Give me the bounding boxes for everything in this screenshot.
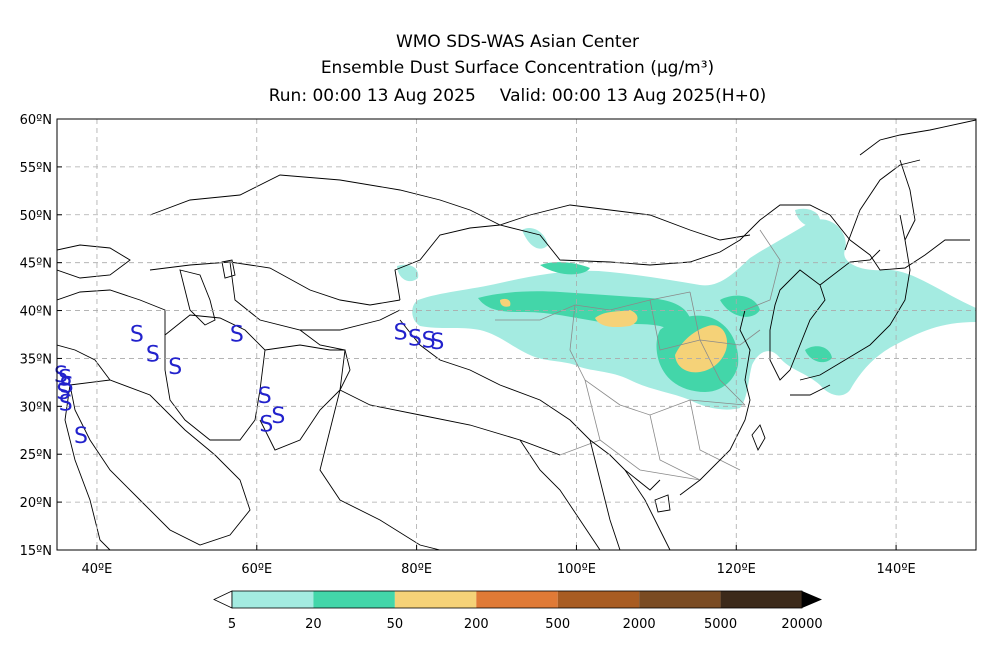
valid-time: Valid: 00:00 13 Aug 2025(H+0) (499, 86, 767, 106)
lon-tick-label: 40ºE (82, 562, 113, 577)
legend-swatch (639, 591, 721, 608)
map-subtitle: Ensemble Dust Surface Concentration (μg/… (320, 58, 715, 78)
lat-tick-label: 55ºN (20, 161, 52, 176)
lat-tick-label: 35ºN (20, 352, 52, 367)
dust-level-5-20 (397, 208, 976, 410)
lon-tick-label: 120ºE (717, 562, 756, 577)
dust-storm-symbol: S (394, 321, 408, 346)
legend-level-label: 5000 (704, 617, 737, 632)
dust-storm-symbol: S (54, 363, 68, 388)
legend-swatch (394, 591, 477, 608)
lat-tick-label: 15ºN (20, 544, 52, 559)
lat-tick-label: 40ºN (20, 305, 52, 320)
legend-swatch (313, 591, 395, 608)
lon-tick-label: 60ºE (241, 562, 272, 577)
dust-storm-symbol: S (60, 373, 74, 398)
dust-storm-symbol: S (430, 330, 444, 355)
dust-storm-symbol: S (259, 413, 273, 438)
lat-tick-label: 50ºN (20, 209, 52, 224)
lat-tick-label: 25ºN (20, 448, 52, 463)
dust-storm-symbol: S (74, 424, 88, 449)
lon-tick-label: 140ºE (877, 562, 916, 577)
legend-level-label: 500 (545, 617, 570, 632)
legend-low-arrow (213, 590, 233, 609)
lat-tick-label: 30ºN (20, 400, 52, 415)
legend-high-arrow (802, 591, 822, 608)
run-time: Run: 00:00 13 Aug 2025 (268, 86, 476, 106)
dust-storm-symbol: S (56, 380, 70, 405)
legend-level-label: 2000 (623, 617, 656, 632)
legend-swatch (476, 591, 558, 608)
dust-storm-symbol: S (59, 392, 73, 417)
dust-storm-symbol: S (146, 343, 160, 368)
dust-storm-symbol: S (58, 367, 72, 392)
legend-swatch (557, 591, 640, 608)
province-boundaries (495, 229, 781, 481)
dust-storm-symbol: S (130, 323, 144, 348)
lat-tick-label: 45ºN (20, 257, 52, 272)
legend-frame (231, 590, 803, 609)
dust-level-50-200 (500, 298, 728, 373)
legend-swatch (232, 591, 314, 608)
legend-level-label: 5 (228, 617, 236, 632)
legend-level-label: 200 (464, 617, 489, 632)
dust-storm-symbol: S (258, 384, 272, 409)
axis-labels: 15ºN 20ºN 25ºN 30ºN 35ºN 40ºN 45ºN 50ºN 55ºN 60ºN… (20, 113, 916, 577)
lat-tick-label: 20ºN (20, 496, 52, 511)
graticule (57, 119, 976, 550)
legend-swatch (720, 591, 802, 608)
lon-tick-label: 80ºE (401, 562, 432, 577)
legend-level-label: 20000 (781, 617, 822, 632)
color-legend: 5 20 50 200 500 2000 5000 20000 (213, 590, 823, 632)
lat-tick-label: 60ºN (20, 113, 52, 128)
country-boundaries (57, 119, 976, 550)
map-frame (56, 118, 977, 551)
legend-level-label: 20 (305, 617, 322, 632)
dust-storm-symbol: S (230, 323, 244, 348)
dust-storm-symbol: S (422, 328, 436, 353)
map-time-info: Run: 00:00 13 Aug 2025 Valid: 00:00 13 Au… (0, 86, 1000, 106)
lon-tick-label: 100ºE (557, 562, 596, 577)
dust-concentration-layer (397, 208, 976, 410)
dust-storm-symbol: S (271, 404, 285, 429)
legend-level-label: 50 (387, 617, 404, 632)
map-title: WMO SDS-WAS Asian Center (395, 32, 640, 52)
dust-storm-symbol: S (408, 326, 422, 351)
dust-storm-symbol: S (168, 355, 182, 380)
